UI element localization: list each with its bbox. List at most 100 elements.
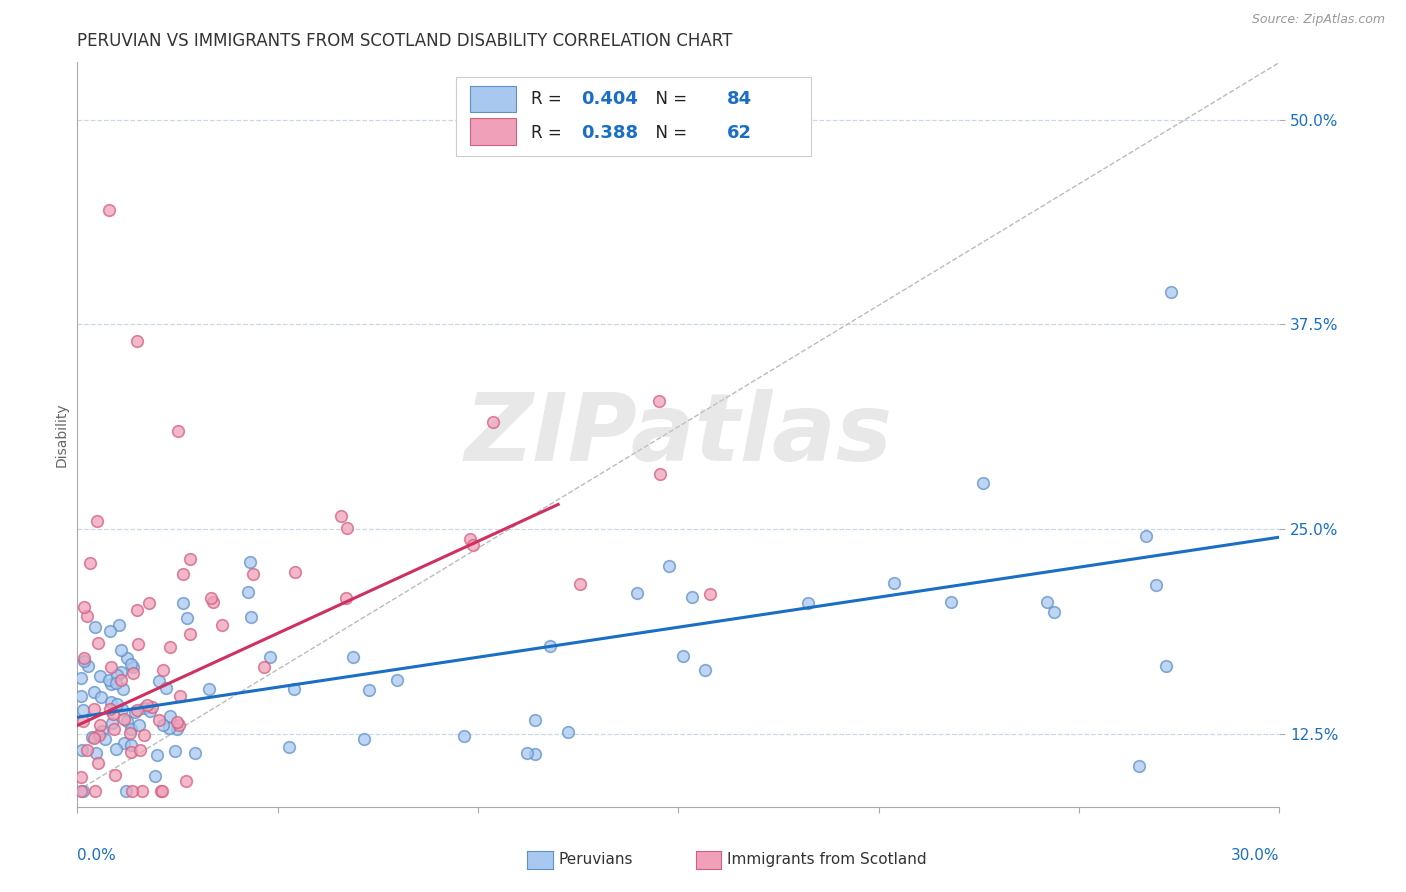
Point [100, 695, 122, 709]
Point [105, 667, 128, 681]
Point [184, 746, 207, 760]
Text: 62: 62 [727, 124, 751, 142]
Point [515, 746, 537, 760]
Point [1135, 529, 1157, 543]
Point [100, 677, 122, 691]
Point [139, 704, 162, 718]
Point [179, 551, 201, 566]
Point [110, 665, 132, 680]
Point [523, 713, 546, 727]
Point [538, 639, 561, 653]
Point [112, 712, 135, 726]
Point [124, 705, 146, 719]
Point [335, 521, 357, 535]
Point [80, 731, 103, 745]
Point [1146, 578, 1168, 592]
Point [239, 555, 262, 569]
Point [482, 415, 505, 429]
Point [176, 611, 198, 625]
Point [103, 722, 125, 736]
Point [172, 596, 194, 610]
Point [939, 595, 962, 609]
Point [125, 703, 148, 717]
Point [453, 729, 475, 743]
Point [111, 702, 134, 716]
Point [120, 745, 142, 759]
Text: R =: R = [530, 124, 567, 142]
Point [658, 559, 681, 574]
Point [174, 774, 197, 789]
Point [118, 725, 141, 739]
Point [104, 741, 127, 756]
Point [125, 603, 148, 617]
Point [83, 620, 105, 634]
Point [120, 738, 142, 752]
Point [569, 577, 592, 591]
Point [115, 784, 138, 798]
Point [197, 681, 219, 696]
Text: 0.404: 0.404 [581, 90, 638, 108]
Point [150, 784, 173, 798]
Point [1128, 759, 1150, 773]
Point [1154, 659, 1177, 673]
Point [883, 575, 905, 590]
Point [117, 714, 139, 728]
Point [89, 718, 111, 732]
Point [108, 618, 131, 632]
Text: N =: N = [645, 90, 692, 108]
Point [90, 690, 112, 704]
Point [120, 722, 142, 736]
Point [70, 671, 93, 685]
Text: R =: R = [530, 90, 567, 108]
Point [342, 650, 364, 665]
Point [104, 768, 127, 782]
FancyBboxPatch shape [456, 78, 811, 155]
Point [83, 685, 105, 699]
Point [699, 586, 721, 600]
Point [73, 650, 96, 665]
Point [127, 334, 149, 348]
Point [277, 740, 299, 755]
Point [131, 784, 153, 798]
Point [70, 784, 93, 798]
Point [100, 660, 122, 674]
Point [76, 659, 98, 673]
Point [110, 673, 132, 687]
Point [90, 723, 112, 738]
Point [135, 698, 157, 712]
Point [107, 697, 129, 711]
Point [284, 565, 307, 579]
Point [169, 689, 191, 703]
Text: Peruvians: Peruvians [558, 853, 633, 867]
Point [461, 539, 484, 553]
Point [648, 394, 671, 409]
Point [84, 784, 107, 798]
Point [157, 721, 180, 735]
Point [169, 718, 191, 732]
Point [72, 599, 94, 614]
Point [150, 784, 173, 798]
Point [557, 724, 579, 739]
Point [238, 584, 260, 599]
Point [120, 657, 142, 672]
Point [122, 659, 145, 673]
Point [72, 714, 94, 728]
Point [148, 674, 170, 689]
Point [159, 640, 181, 655]
Point [146, 747, 169, 762]
Point [122, 665, 145, 680]
Text: 30.0%: 30.0% [1232, 848, 1279, 863]
Bar [471, 119, 516, 145]
Point [128, 717, 150, 731]
Text: N =: N = [645, 124, 692, 142]
Point [385, 673, 408, 688]
Point [155, 681, 177, 695]
Point [76, 742, 98, 756]
Point [1160, 285, 1182, 299]
Point [89, 728, 111, 742]
Point [76, 608, 98, 623]
Point [259, 649, 281, 664]
Point [253, 659, 276, 673]
Point [127, 637, 149, 651]
Point [70, 770, 93, 784]
